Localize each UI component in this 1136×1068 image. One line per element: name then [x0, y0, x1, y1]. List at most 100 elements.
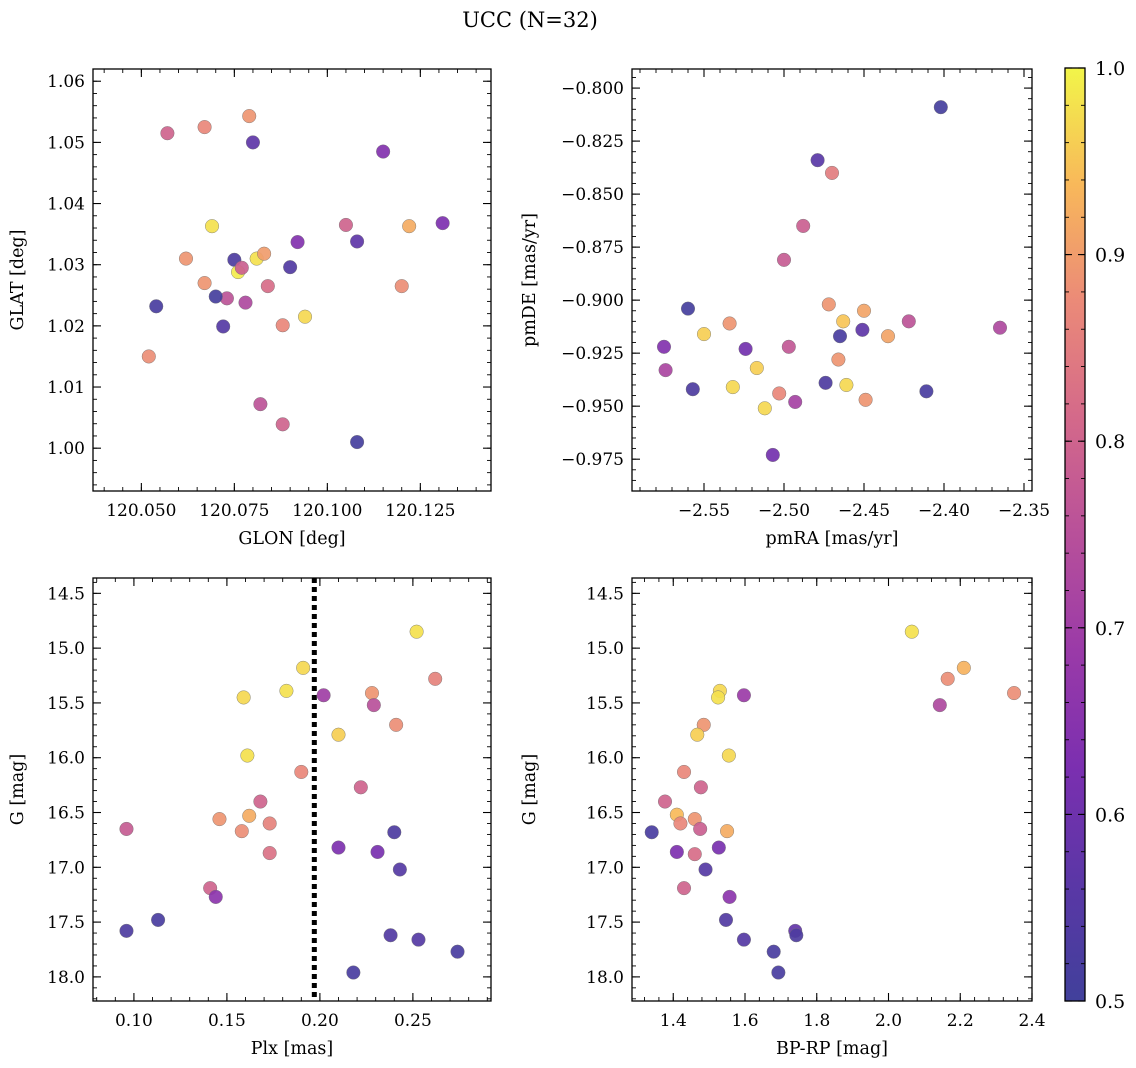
scatter-point: [234, 260, 249, 275]
scatter-point: [149, 299, 164, 314]
x-tick-label: 1.6: [731, 1011, 758, 1031]
scatter-point: [151, 912, 166, 927]
scatter-point: [858, 392, 873, 407]
scatter-point: [383, 928, 398, 943]
y-tick-label: −0.850: [561, 185, 624, 205]
y-tick-label: 16.5: [47, 804, 85, 824]
scatter-point: [818, 375, 833, 390]
x-tick-label: 1.8: [803, 1011, 830, 1031]
x-tick-label: 0.20: [301, 1011, 339, 1031]
panel-bottom-right: 1.4 1.6 1.8 2.0 2.2 2.4 14.5 15.0 15.5 16.0 16.5 17…: [520, 577, 1046, 1059]
scatter-point: [450, 944, 465, 959]
scatter-point: [722, 316, 737, 331]
x-tick-label: 120.125: [385, 501, 455, 521]
scatter-point: [435, 216, 450, 231]
colorbar-tick-label: 0.6: [1095, 804, 1125, 826]
x-tick-label: −2.50: [758, 501, 810, 521]
x-tick-label: 120.100: [292, 501, 362, 521]
y-axis-label: GLAT [deg]: [8, 230, 28, 331]
scatter-point: [993, 320, 1008, 335]
scatter-point: [772, 386, 787, 401]
scatter-point: [673, 816, 688, 831]
scatter-point: [693, 780, 708, 795]
scatter-point: [253, 397, 268, 412]
scatter-point: [411, 932, 426, 947]
y-tick-label: 14.5: [586, 584, 624, 604]
colorbar: 0.5 0.6 0.7 0.8 0.9 1.0: [1064, 58, 1125, 1013]
x-tick-label: 0.10: [115, 1011, 153, 1031]
x-axis-label: GLON [deg]: [238, 529, 345, 549]
scatter-point: [275, 318, 290, 333]
y-tick-label: 15.5: [586, 694, 624, 714]
scatter-point: [296, 660, 311, 675]
scatter-point: [236, 690, 251, 705]
y-tick-label: −0.950: [561, 397, 624, 417]
scatter-point: [350, 435, 365, 450]
colorbar-tick-label: 0.5: [1095, 991, 1125, 1013]
x-axis-label: BP-RP [mag]: [776, 1039, 888, 1059]
scatter-point: [658, 794, 673, 809]
scatter-point: [788, 394, 803, 409]
y-tick-label: 1.02: [47, 317, 85, 337]
x-tick-label: 0.25: [394, 1011, 432, 1031]
scatter-point: [940, 671, 955, 686]
scatter-point: [720, 824, 735, 839]
scatter-point: [262, 816, 277, 831]
scatter-point: [711, 840, 726, 855]
scatter-point: [749, 361, 764, 376]
scatter-point: [821, 297, 836, 312]
scatter-point: [677, 881, 692, 896]
y-tick-label: 16.0: [47, 749, 85, 769]
scatter-point: [687, 847, 702, 862]
scatter-point: [698, 862, 713, 877]
panel-top-right: −2.55 −2.50 −2.45 −2.40 −2.35 −0.975 −0.950 −0.…: [520, 68, 1050, 549]
scatter-point: [1007, 686, 1022, 701]
scatter-point: [331, 727, 346, 742]
scatter-point: [208, 289, 223, 304]
axes-frame: [631, 577, 1033, 1002]
y-tick-label: 17.5: [47, 913, 85, 933]
scatter-point: [245, 135, 260, 150]
scatter-point: [389, 717, 404, 732]
scatter-point: [242, 808, 257, 823]
scatter-point: [904, 624, 919, 639]
scatter-point: [765, 447, 780, 462]
scatter-point: [409, 624, 424, 639]
scatter-point: [331, 840, 346, 855]
scatter-point: [242, 109, 257, 124]
scatter-point: [428, 671, 443, 686]
y-tick-label: 16.0: [586, 749, 624, 769]
scatter-point: [197, 276, 212, 291]
scatter-point: [669, 844, 684, 859]
panel-bottom-left: 0.10 0.15 0.20 0.25 14.5 15.0 15.5 16.0 16.5 17.0…: [8, 577, 492, 1059]
scatter-point: [178, 251, 193, 266]
scatter-point: [697, 327, 712, 342]
y-tick-label: 15.0: [586, 639, 624, 659]
scatter-point: [777, 252, 792, 267]
y-tick-label: 1.00: [47, 439, 85, 459]
scatter-point: [364, 686, 379, 701]
x-tick-label: −2.45: [838, 501, 890, 521]
x-tick-label: 2.0: [875, 1011, 902, 1031]
x-tick-label: 2.4: [1018, 1011, 1045, 1031]
scatter-point: [290, 235, 305, 250]
x-axis-label: pmRA [mas/yr]: [766, 529, 899, 549]
scatter-point: [736, 932, 751, 947]
y-tick-label: 17.0: [586, 858, 624, 878]
x-tick-label: −2.35: [998, 501, 1050, 521]
scatter-point: [253, 794, 268, 809]
x-tick-label: 0.15: [208, 1011, 246, 1031]
scatter-point: [657, 339, 672, 354]
panels: 120.050 120.075 120.100 120.125 1.00 1.01 1.02…: [8, 68, 1050, 1059]
scatter-point: [376, 144, 391, 159]
axes-frame: [92, 68, 492, 492]
scatter-point: [275, 417, 290, 432]
scatter-point: [279, 683, 294, 698]
y-tick-label: 18.0: [586, 968, 624, 988]
x-tick-label: 120.075: [199, 501, 269, 521]
scatter-point: [766, 944, 781, 959]
scatter-point: [658, 363, 673, 378]
scatter-point: [644, 825, 659, 840]
scatter-point: [718, 912, 733, 927]
